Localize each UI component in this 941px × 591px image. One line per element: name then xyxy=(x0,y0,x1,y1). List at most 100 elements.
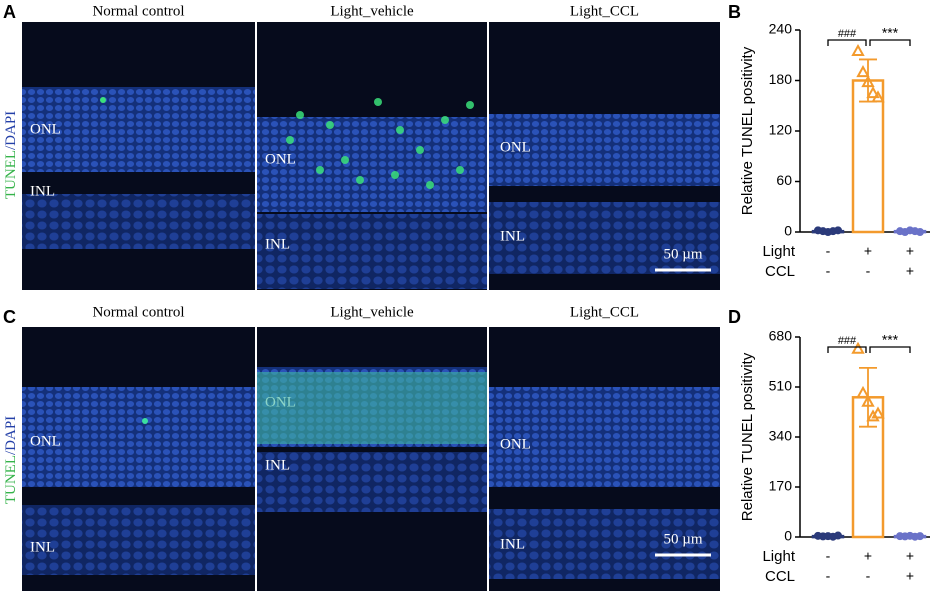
layer-label: INL xyxy=(30,183,55,199)
y-tick-label: 510 xyxy=(769,378,793,394)
factor-level: - xyxy=(826,548,831,564)
stain-label: TUNEL/DAPI xyxy=(3,416,19,504)
cell-layer xyxy=(22,387,255,487)
panel-label: C xyxy=(3,307,16,327)
bar xyxy=(851,79,885,234)
cell-layer xyxy=(489,509,720,579)
data-point xyxy=(871,90,885,103)
factor-name: Light xyxy=(762,548,795,565)
layer-label: ONL xyxy=(500,139,531,155)
column-title: Normal control xyxy=(92,304,184,320)
cell-layer xyxy=(22,505,255,575)
factor-level: - xyxy=(826,243,831,259)
factor-level: + xyxy=(864,243,872,259)
data-point xyxy=(851,341,865,354)
data-point xyxy=(866,86,880,99)
y-tick-label: 120 xyxy=(769,122,793,138)
tunel-signal xyxy=(441,116,449,124)
significance-bracket xyxy=(827,346,867,353)
factor-level: + xyxy=(864,548,872,564)
y-tick-label: 680 xyxy=(769,328,793,344)
y-tick-label: 340 xyxy=(769,428,793,444)
tunel-signal xyxy=(100,97,106,103)
significance-label: ### xyxy=(838,28,857,40)
tunel-signal xyxy=(466,101,474,109)
cell-layer xyxy=(489,387,720,487)
tunel-signal xyxy=(286,136,294,144)
significance-bracket xyxy=(869,346,911,353)
cell-layer xyxy=(22,87,255,172)
factor-level: + xyxy=(906,568,914,584)
layer-label: ONL xyxy=(500,436,531,452)
y-tick-label: 240 xyxy=(769,21,793,37)
data-point xyxy=(916,532,924,541)
factor-level: - xyxy=(826,263,831,279)
scale-bar-label: 50 µm xyxy=(663,531,702,547)
layer-label: INL xyxy=(500,536,525,552)
cell-layer xyxy=(257,214,487,289)
significance-bracket xyxy=(827,39,867,46)
tunel-signal xyxy=(316,166,324,174)
factor-name: CCL xyxy=(765,568,795,585)
y-axis-label: Relative TUNEL positivity xyxy=(739,352,756,521)
layer-label: INL xyxy=(30,539,55,555)
column-title: Light_vehicle xyxy=(330,304,414,320)
layer-label: INL xyxy=(265,457,290,473)
factor-level: + xyxy=(906,548,914,564)
factor-name: CCL xyxy=(765,263,795,280)
y-tick-label: 170 xyxy=(769,478,793,494)
tunel-signal xyxy=(257,372,487,444)
tunel-signal xyxy=(391,171,399,179)
layer-label: ONL xyxy=(30,121,61,137)
column-title: Light_CCL xyxy=(570,3,639,19)
factor-level: + xyxy=(906,263,914,279)
significance-label: *** xyxy=(882,332,899,348)
factor-level: + xyxy=(906,243,914,259)
stain-name: TUNEL xyxy=(3,455,19,504)
cell-layer xyxy=(257,117,487,212)
panel-label: A xyxy=(3,2,16,22)
cell-layer xyxy=(257,452,487,512)
column-title: Light_CCL xyxy=(570,304,639,320)
tunel-signal xyxy=(341,156,349,164)
tunel-signal xyxy=(426,181,434,189)
column-title: Normal control xyxy=(92,3,184,19)
y-axis-label: Relative TUNEL positivity xyxy=(739,46,756,215)
layer-label: ONL xyxy=(265,151,296,167)
scale-bar-label: 50 µm xyxy=(663,246,702,262)
stain-name: TUNEL xyxy=(3,150,19,199)
factor-level: - xyxy=(826,568,831,584)
layer-label: ONL xyxy=(30,433,61,449)
tunel-signal xyxy=(296,111,304,119)
tunel-signal xyxy=(326,121,334,129)
cell-layer xyxy=(489,202,720,274)
factor-level: - xyxy=(866,568,871,584)
data-point xyxy=(856,385,870,398)
data-point xyxy=(851,43,865,57)
y-tick-label: 180 xyxy=(769,71,793,87)
significance-label: *** xyxy=(882,25,899,41)
y-tick-label: 60 xyxy=(776,172,792,188)
data-point xyxy=(834,226,842,235)
data-point xyxy=(861,394,875,407)
data-point xyxy=(871,406,885,419)
data-point xyxy=(856,65,870,78)
tunel-signal xyxy=(142,418,148,424)
tunel-signal xyxy=(356,176,364,184)
cell-layer xyxy=(489,114,720,186)
cell-layer xyxy=(22,194,255,249)
tunel-signal xyxy=(396,126,404,134)
factor-name: Light xyxy=(762,243,795,260)
y-tick-label: 0 xyxy=(784,223,792,239)
factor-level: - xyxy=(866,263,871,279)
data-point xyxy=(861,75,875,88)
stain-label: TUNEL/DAPI xyxy=(3,111,19,199)
counterstain-name: /DAPI xyxy=(3,416,19,455)
layer-label: INL xyxy=(500,228,525,244)
tunel-signal xyxy=(416,146,424,154)
significance-bracket xyxy=(869,39,911,46)
y-tick-label: 0 xyxy=(784,528,792,544)
significance-label: ### xyxy=(838,335,857,347)
